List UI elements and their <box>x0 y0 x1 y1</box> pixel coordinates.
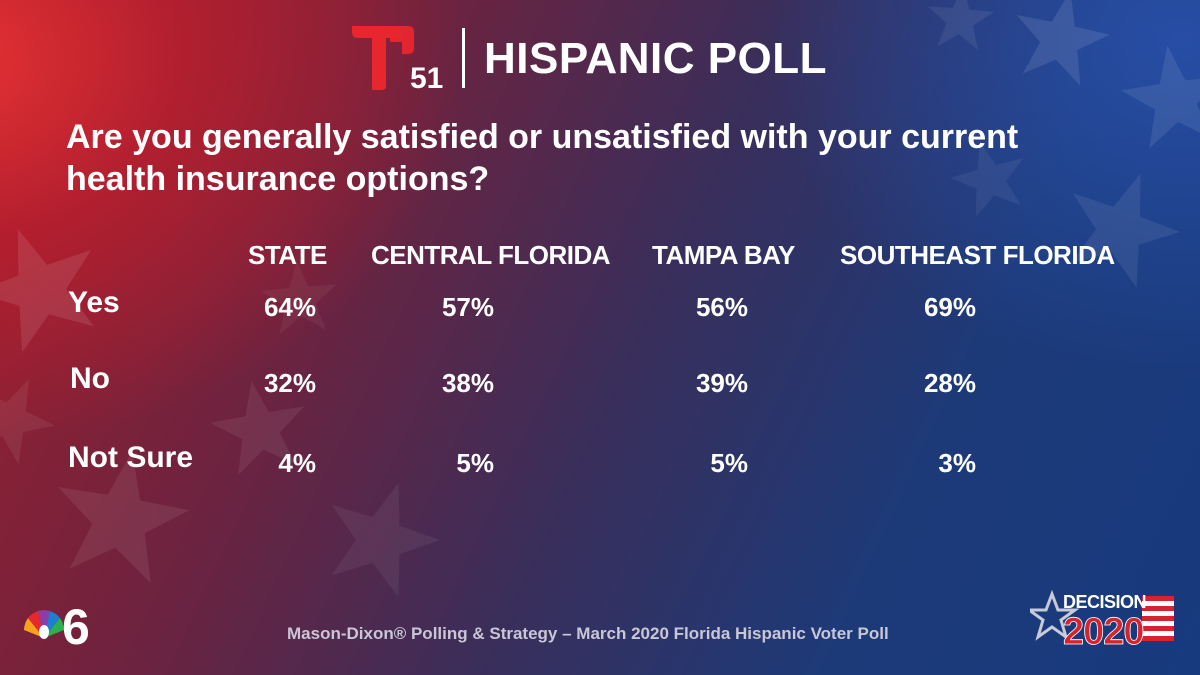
cell-not-sure-central-florida: 5% <box>456 448 494 478</box>
cell-no-southeast-florida: 28% <box>923 368 976 398</box>
cell-not-sure-southeast-florida: 3% <box>938 448 976 478</box>
bg-star <box>0 361 68 472</box>
row-label-not-sure: Not Sure <box>68 441 194 474</box>
decision-year: 2020 <box>1063 611 1144 650</box>
bg-star <box>0 207 117 361</box>
telemundo-t-icon <box>352 26 414 90</box>
telemundo-t-logo: 51 <box>352 26 443 92</box>
cell-not-sure-tampa-bay: 5% <box>710 448 748 478</box>
bg-star <box>924 0 997 52</box>
cell-no-state: 32% <box>263 368 316 398</box>
cell-no-tampa-bay: 39% <box>695 368 748 398</box>
cell-yes-state: 64% <box>263 292 316 322</box>
decision-word: DECISION <box>1063 592 1146 612</box>
cell-no-central-florida: 38% <box>441 368 494 398</box>
column-header-central-florida: CENTRAL FLORIDA <box>371 240 611 270</box>
cell-not-sure-state: 4% <box>278 448 316 478</box>
poll-question: Are you generally satisfied or unsatisfi… <box>66 118 1019 198</box>
source-credit: Mason-Dixon® Polling & Strategy – March … <box>287 624 889 643</box>
header-title: HISPANIC POLL <box>484 34 828 83</box>
row-label-no: No <box>70 362 110 395</box>
column-header-tampa-bay: TAMPA BAY <box>652 240 795 270</box>
row-label-yes: Yes <box>68 286 120 319</box>
decision-2020-star-icon: DECISION 2020 <box>1030 589 1174 650</box>
nbc-peacock-icon: 6 <box>24 599 90 650</box>
cell-yes-central-florida: 57% <box>441 292 494 322</box>
column-header-southeast-florida: SOUTHEAST FLORIDA <box>840 240 1115 270</box>
bg-star <box>1115 38 1200 152</box>
column-header-state: STATE <box>248 240 327 270</box>
header-divider <box>462 28 465 88</box>
bg-star <box>310 465 453 604</box>
nbc-number: 6 <box>62 599 90 650</box>
bg-star <box>1005 0 1117 90</box>
cell-yes-southeast-florida: 69% <box>923 292 976 322</box>
logo-number: 51 <box>410 62 443 92</box>
cell-yes-tampa-bay: 56% <box>695 292 748 322</box>
